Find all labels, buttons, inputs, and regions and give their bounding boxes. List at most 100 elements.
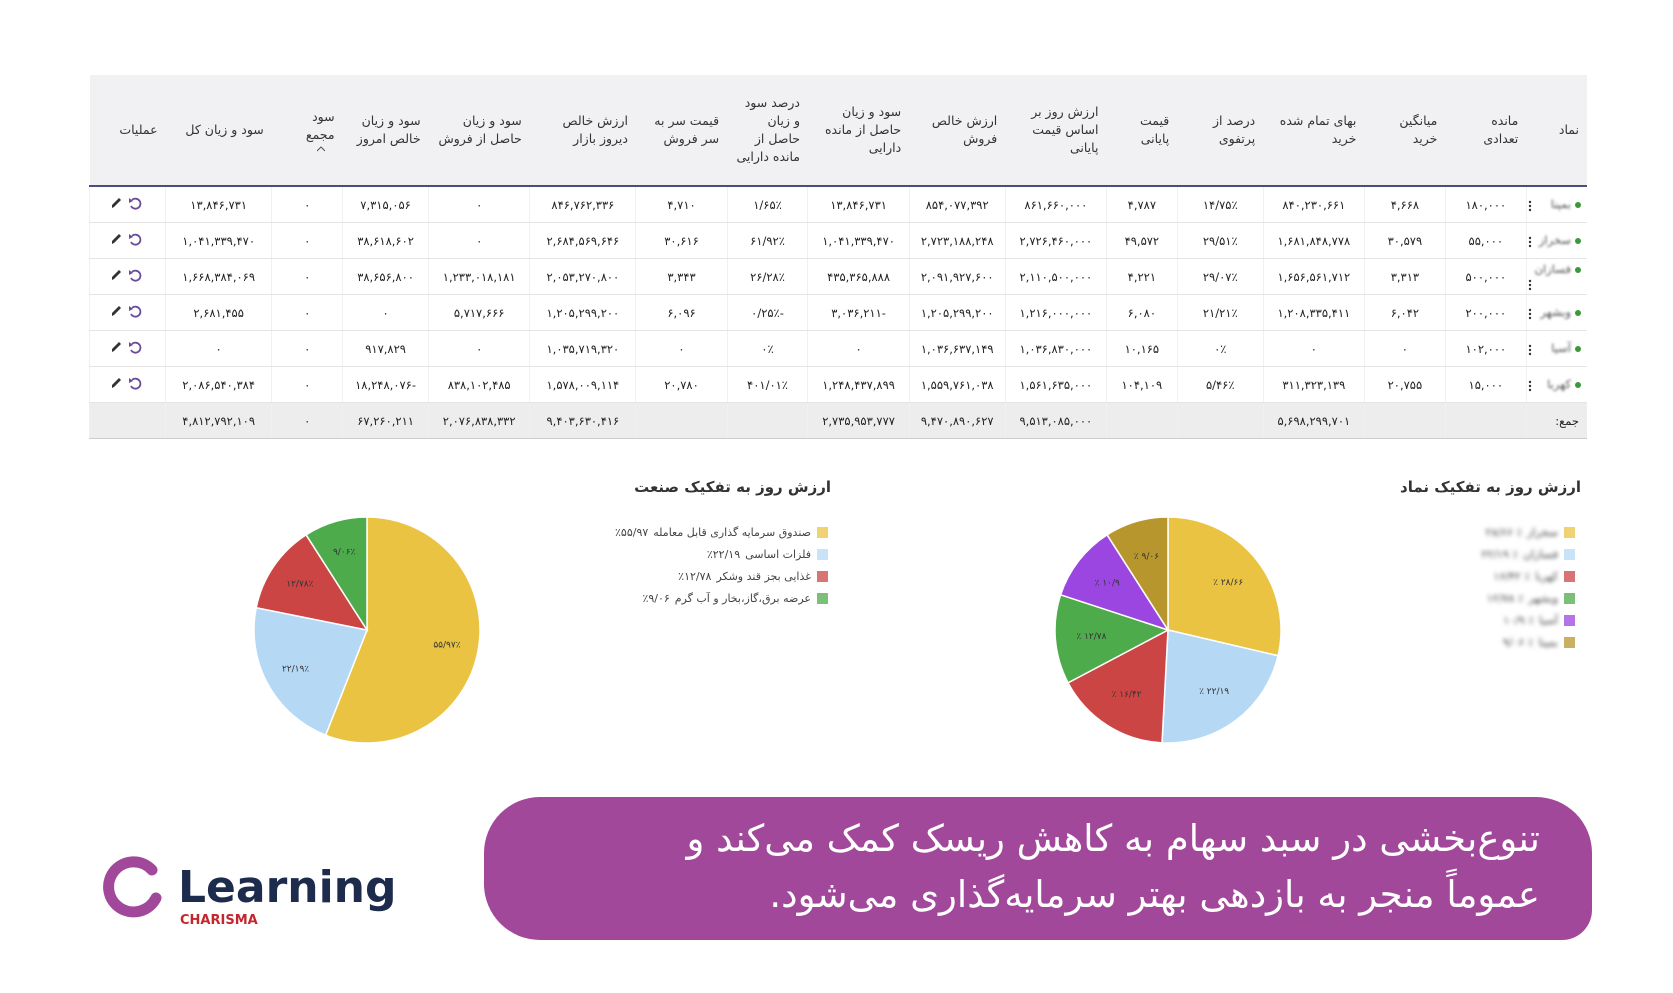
legend-item: کهربا ٪ ۱۶/۴۲: [1493, 566, 1575, 586]
menu-dot: [1528, 312, 1531, 316]
undo-arrow: [128, 234, 133, 239]
cell: ۲۹/۵۱٪: [1176, 222, 1264, 259]
legend-text: فسازان ٪ ۲۲/۱۹: [1481, 548, 1558, 561]
status-dot: [1575, 309, 1581, 316]
menu-dot: [1528, 344, 1531, 348]
cell: ۶,۰۹۶: [635, 294, 728, 331]
table-row: بمپنا ۱۸۰,۰۰۰ ۴,۶۶۸ ۸۴۰,۲۳۰,۶۶۱ ۱۴/۷۵٪ ۴,۷۸۷ ۸…: [88, 186, 1587, 223]
legend-text: عرضه برق،گاز،بخار و آب گرم ۹/۰۶٪: [642, 592, 811, 605]
legend-swatch: [817, 570, 828, 582]
cell: ۴۳۵,۳۶۵,۸۸۸: [807, 258, 910, 295]
status-dot: [1575, 237, 1581, 244]
cell: ۵۰۰,۰۰۰: [1444, 258, 1527, 295]
total-cell: ۶۷,۲۶۰,۲۱۱: [342, 402, 429, 439]
undo-icon: [129, 305, 141, 318]
undo-icon: [129, 377, 141, 390]
slice-label: ٪ ۹/۰۶: [1134, 552, 1159, 562]
cell: ۰٪: [726, 330, 808, 367]
symbol-cell: آسیا: [1525, 330, 1587, 367]
cell: ۴۹,۵۷۲: [1105, 222, 1178, 259]
menu-dot: [1528, 287, 1531, 291]
cell: ۱,۲۰۵,۲۹۹,۲۰۰: [529, 294, 636, 331]
status-dot: [1575, 345, 1581, 352]
slice-label: ٪ ۱۶/۴۲: [1112, 690, 1142, 700]
legend-name: سخراز: [1527, 525, 1558, 539]
edit-icon: [111, 306, 121, 316]
edit-icon: [111, 270, 121, 280]
cell: ۰: [271, 258, 343, 295]
total-cell: ۹,۵۱۳,۰۸۵,۰۰۰: [1004, 402, 1107, 439]
cell: ۱۸۰,۰۰۰: [1444, 186, 1527, 223]
legend-value: ۵۵/۹۷٪: [615, 525, 649, 539]
cell: ۱,۰۳۶,۶۳۷,۱۴۹: [908, 330, 1006, 367]
legend-value: ٪ ۲۲/۱۹: [1481, 547, 1519, 561]
cell: ۰: [271, 366, 343, 403]
cell: ۸۵۴,۰۷۷,۳۹۲: [908, 186, 1006, 223]
legend-swatch: [1564, 548, 1575, 560]
legend-name: آسیا: [1539, 613, 1558, 627]
cell: ۲۰,۷۵۵: [1363, 366, 1446, 403]
cell: ۱,۰۴۱,۳۳۹,۴۷۰: [165, 222, 272, 259]
portfolio-table: نماد مانده تعدادی میانگین خرید بهای تمام شد…: [88, 75, 1587, 439]
cell: ۲۰,۷۸۰: [635, 366, 728, 403]
symbol: بمپنا: [1550, 197, 1571, 211]
legend-swatch: [1564, 570, 1575, 582]
table-body: بمپنا ۱۸۰,۰۰۰ ۴,۶۶۸ ۸۴۰,۲۳۰,۶۶۱ ۱۴/۷۵٪ ۴,۷۸۷ ۸…: [88, 186, 1587, 439]
legend-text: کهربا ٪ ۱۶/۴۲: [1493, 570, 1558, 583]
column-header: نماد: [1526, 75, 1587, 187]
sort-icon: [316, 146, 325, 152]
cell: ۱/۶۵٪: [726, 186, 808, 223]
legend-name: صندوق سرمایه گذاری قابل معامله: [653, 525, 811, 539]
undo-icon: [129, 233, 141, 246]
legend-name: فلزات اساسی: [745, 547, 811, 561]
cell: ۰: [635, 330, 728, 367]
chart-title: ارزش روز به تفکیک صنعت: [634, 478, 831, 496]
legend-value: ٪ ۱۰/۹: [1503, 613, 1535, 627]
legend-swatch: [817, 526, 828, 538]
cell: ۱,۵۷۸,۰۰۹,۱۱۴: [529, 366, 636, 403]
cell: ۰٪: [1176, 330, 1264, 367]
cell: ۱,۶۸۱,۸۴۸,۷۷۸: [1262, 222, 1365, 259]
cell: ۹۱۷,۸۲۹: [342, 330, 429, 367]
column-header: ارزش خالص فروش: [909, 75, 1006, 187]
slice-label: ۱۲/۷۸٪: [286, 580, 313, 590]
slice-label: ۹/۰۶٪: [333, 547, 356, 557]
cell: ۱,۲۱۶,۰۰۰,۰۰۰: [1004, 294, 1107, 331]
cell: ۲,۰۹۱,۹۲۷,۶۰۰: [908, 258, 1006, 295]
legend-swatch: [817, 548, 828, 560]
symbol-cell: بمپنا: [1525, 186, 1587, 223]
symbol-cell: سخراز: [1525, 222, 1587, 259]
banner: تنوع‌بخشی در سبد سهام به کاهش ریسک کمک م…: [484, 797, 1592, 940]
slice-label: ٪ ۱۲/۷۸: [1076, 632, 1106, 642]
undo-icon: [129, 197, 141, 210]
total-cell: ۹,۴۰۳,۶۳۰,۴۱۶: [529, 402, 636, 439]
total-cell: ۹,۴۷۰,۸۹۰,۶۲۷: [908, 402, 1006, 439]
column-header: بهای تمام شده خرید: [1263, 75, 1365, 187]
pie-slice: [1067, 628, 1169, 744]
legend-value: ٪ ۱۲/۷۸: [1486, 591, 1524, 605]
cell: ۸۴۰,۲۳۰,۶۶۱: [1262, 186, 1365, 223]
cell: ۰: [428, 330, 530, 367]
cell: ۸۳۸,۱۰۲,۴۸۵: [428, 366, 530, 403]
undo-arrow: [128, 198, 133, 203]
cell: ۱۵,۰۰۰: [1444, 366, 1527, 403]
actions-cell: [88, 186, 166, 223]
legend-text: غذایی بجز قند وشکر ۱۲/۷۸٪: [678, 570, 811, 583]
legend-swatch: [817, 592, 828, 604]
cell: ۲۰۰,۰۰۰: [1444, 294, 1527, 331]
actions-cell: [88, 222, 166, 259]
table-row: کهربا ۱۵,۰۰۰ ۲۰,۷۵۵ ۳۱۱,۳۲۳,۱۳۹ ۵/۴۶٪ ۱۰۴,۱۰۹…: [88, 366, 1587, 403]
legend-name: عرضه برق،گاز،بخار و آب گرم: [674, 591, 811, 605]
row-menu: [1528, 279, 1531, 291]
menu-dot: [1528, 204, 1531, 208]
pie-slice: [1054, 593, 1170, 684]
menu-dot: [1528, 316, 1531, 320]
column-header: سود و زیان خالص امروز: [342, 75, 429, 187]
cell: ۲,۷۲۳,۱۸۸,۲۴۸: [908, 222, 1006, 259]
total-cell: ۲,۰۷۶,۸۳۸,۳۳۲: [428, 402, 530, 439]
legend-text: فلزات اساسی ۲۲/۱۹٪: [707, 548, 811, 561]
row-menu: [1528, 236, 1531, 248]
menu-dot: [1528, 279, 1531, 283]
legend-text: وبشهر ٪ ۱۲/۷۸: [1487, 592, 1558, 605]
